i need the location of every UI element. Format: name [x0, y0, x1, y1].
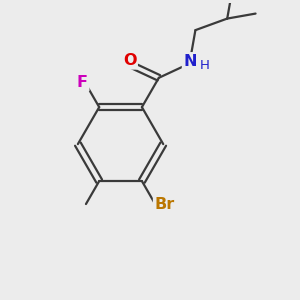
Text: F: F [77, 75, 88, 90]
Text: N: N [183, 54, 197, 69]
Text: H: H [199, 59, 209, 72]
Text: O: O [123, 53, 136, 68]
Text: Br: Br [154, 196, 175, 211]
